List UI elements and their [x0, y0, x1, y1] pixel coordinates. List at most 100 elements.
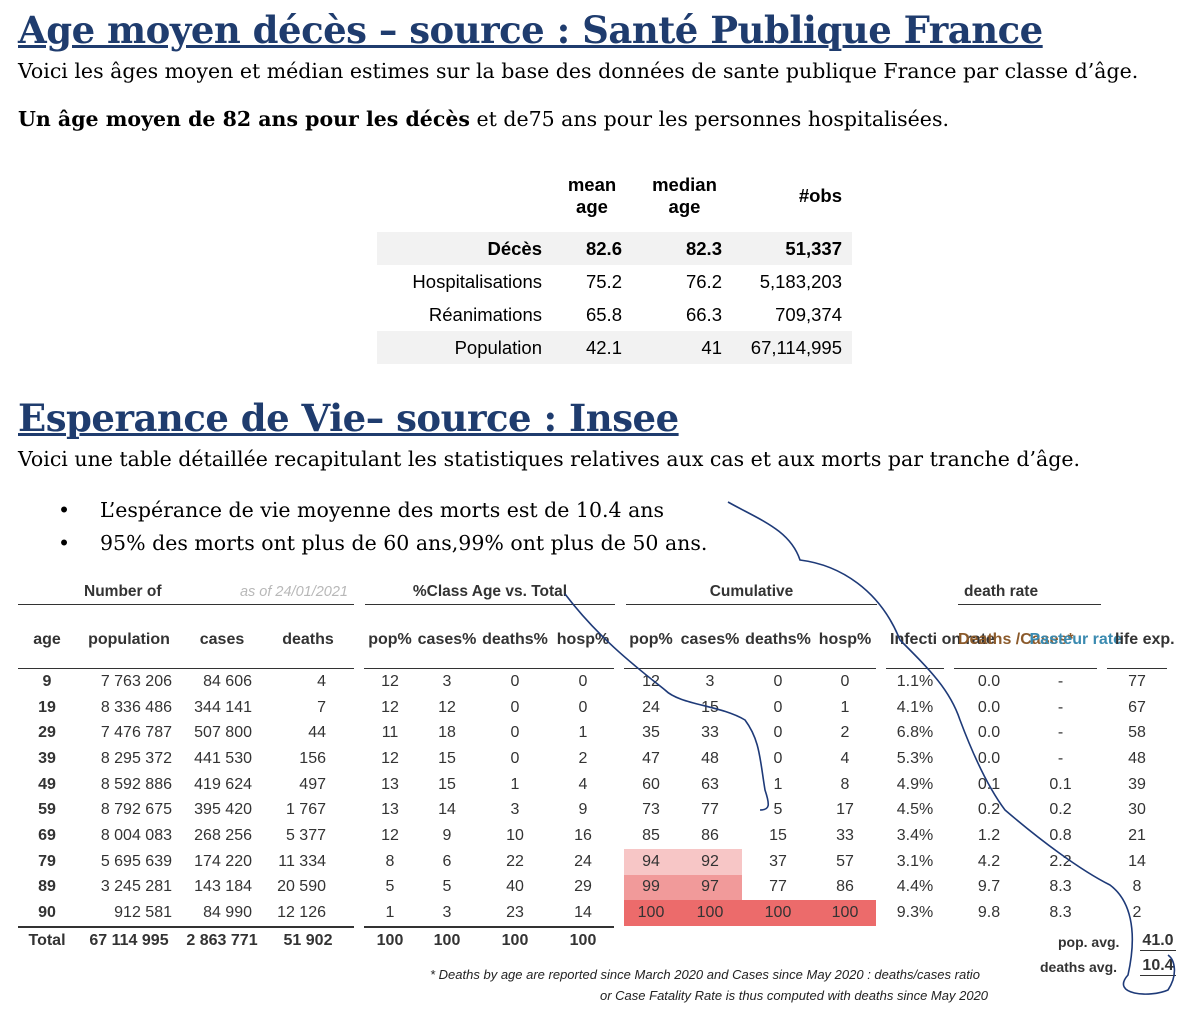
bullet-dot: •	[58, 498, 71, 522]
cell-age: 89	[38, 878, 56, 896]
cell-cum-hosp-pct: 33	[836, 826, 854, 844]
col-pop-pct: pop%	[364, 610, 416, 669]
cell-cum-pop-pct: 35	[642, 724, 660, 742]
bullet-item: • 95% des morts ont plus de 60 ans,99% on…	[58, 527, 707, 560]
summary-cell: 51,337	[732, 232, 852, 265]
pop-avg-value: 41.0	[1140, 932, 1176, 951]
cell-pasteur-rate: 8.3	[1049, 878, 1072, 896]
cell-life-exp: 58	[1128, 724, 1146, 742]
cell-age: 19	[38, 698, 56, 716]
cell-deaths: 12 126	[277, 904, 326, 922]
col-deaths-pct: deaths%	[478, 610, 552, 669]
cell-cases-pct: 14	[438, 801, 456, 819]
summary-cell: 42.1	[552, 331, 632, 364]
table-header-row: age population cases deaths pop% cases% …	[18, 610, 1175, 669]
cell-infection-rate: 3.1%	[896, 852, 934, 870]
summary-cell: Réanimations	[428, 303, 542, 325]
cell-pasteur-rate: 2.2	[1049, 852, 1072, 870]
cell-cum-hosp-pct: 2	[840, 724, 850, 742]
cell-deaths-cases: 0.0	[977, 749, 1001, 767]
col-cum-hosp-pct: hosp%	[814, 610, 876, 669]
bullet-dot: •	[58, 531, 71, 555]
summary-row: Décès 82.6 82.3 51,337	[377, 232, 852, 265]
cell-cases-pct: 12	[438, 698, 456, 716]
cell-cum-pop-pct: 24	[642, 698, 660, 716]
section-intro-age: Voici les âges moyen et médian estimes s…	[18, 59, 1139, 83]
cell-cum-hosp-pct: 57	[836, 852, 854, 870]
cell-cum-pop-pct: 60	[642, 775, 660, 793]
cell-cum-pop-pct: 73	[642, 801, 660, 819]
table-row: 49 8 592 886 419 624 497 13 15 1 4 60 63 1 8 4.9% 0.1…	[18, 772, 1167, 798]
cell-hosp-pct: 0	[578, 698, 588, 716]
cell-deaths-cases: 9.7	[977, 878, 1001, 896]
col-cum-deaths-pct: deaths%	[742, 610, 814, 669]
cell-population: 8 004 083	[100, 826, 172, 844]
cell-deaths-cases: 0.0	[977, 698, 1001, 716]
cell-hosp-pct: 24	[574, 852, 592, 870]
cell-cum-deaths-pct: 100	[742, 900, 814, 926]
cell-cum-hosp-pct: 0	[840, 672, 850, 690]
cell-deaths-pct: 22	[506, 852, 524, 870]
cell-hosp-pct: 1	[578, 724, 588, 742]
cell-cum-pop-pct: 47	[642, 749, 660, 767]
total-hosp-pct: 100	[552, 925, 614, 954]
cell-cum-deaths-pct: 15	[769, 826, 787, 844]
cell-cases-pct: 3	[442, 904, 452, 922]
summary-cell: 82.3	[632, 232, 732, 265]
cell-cum-cases-pct: 77	[701, 801, 719, 819]
group-death-rate: death rate	[958, 580, 1101, 605]
cell-hosp-pct: 14	[574, 904, 592, 922]
cell-age: 39	[38, 749, 56, 767]
table-row: 19 8 336 486 344 141 7 12 12 0 0 24 15 0 1 4.1% 0.0-6…	[18, 695, 1167, 721]
cell-pasteur-rate: -	[1057, 672, 1064, 690]
cell-cum-pop-pct: 99	[624, 874, 678, 901]
cell-age: 69	[38, 826, 56, 844]
summary-header-mean: mean age	[552, 168, 632, 232]
cell-pop-pct: 12	[381, 749, 399, 767]
as-of-date: as of 24/01/2021	[239, 584, 348, 600]
cell-hosp-pct: 0	[578, 672, 588, 690]
cell-cum-hosp-pct: 4	[840, 749, 850, 767]
cell-cum-pop-pct: 100	[624, 900, 678, 926]
pop-avg-label: pop. avg.	[1058, 934, 1120, 950]
summary-row: Hospitalisations 75.2 76.2 5,183,203	[377, 265, 852, 298]
col-deaths: deaths	[262, 610, 354, 669]
summary-cell: 41	[632, 331, 732, 364]
summary-header-median-text: median age	[652, 174, 717, 217]
summary-cell: 82.6	[552, 232, 632, 265]
summary-header-obs: #obs	[798, 185, 842, 206]
summary-row: Réanimations 65.8 66.3 709,374	[377, 298, 852, 331]
summary-cell: 709,374	[775, 303, 842, 325]
cell-infection-rate: 5.3%	[896, 749, 934, 767]
cell-cum-deaths-pct: 0	[773, 672, 783, 690]
cell-cum-deaths-pct: 0	[773, 724, 783, 742]
cell-cases-pct: 9	[442, 826, 452, 844]
cell-pop-pct: 12	[381, 826, 399, 844]
bullet-text: 95% des morts ont plus de 60 ans,99% ont…	[100, 531, 708, 555]
cell-cum-cases-pct: 3	[705, 672, 715, 690]
cell-cum-hosp-pct: 8	[840, 775, 850, 793]
cell-pop-pct: 8	[385, 852, 395, 870]
cell-pasteur-rate: 0.2	[1049, 801, 1072, 819]
summary-cell: 65.8	[585, 303, 622, 325]
cell-hosp-pct: 2	[578, 749, 588, 767]
cell-population: 3 245 281	[100, 878, 172, 896]
summary-cell: 67,114,995	[732, 331, 852, 364]
col-population: population	[76, 610, 182, 669]
cell-pasteur-rate: -	[1057, 749, 1064, 767]
total-cases: 2 863 771	[182, 925, 262, 954]
group-number-of-label: Number of	[84, 583, 162, 600]
cell-population: 7 476 787	[100, 724, 172, 742]
cell-infection-rate: 4.1%	[896, 698, 934, 716]
cell-pasteur-rate: -	[1057, 698, 1064, 716]
cell-cum-hosp-pct: 86	[836, 878, 854, 896]
col-cum-pop-pct: pop%	[624, 610, 678, 669]
section-title-esperance: Esperance de Vie– source : Insee	[18, 396, 679, 440]
group-cumulative: Cumulative	[626, 580, 877, 605]
cell-deaths-pct: 1	[510, 775, 520, 793]
bullet-list: • L’espérance de vie moyenne des morts es…	[58, 494, 707, 560]
cell-deaths: 497	[299, 775, 326, 793]
cell-cases: 395 420	[194, 801, 252, 819]
cell-cum-deaths-pct: 1	[773, 775, 783, 793]
